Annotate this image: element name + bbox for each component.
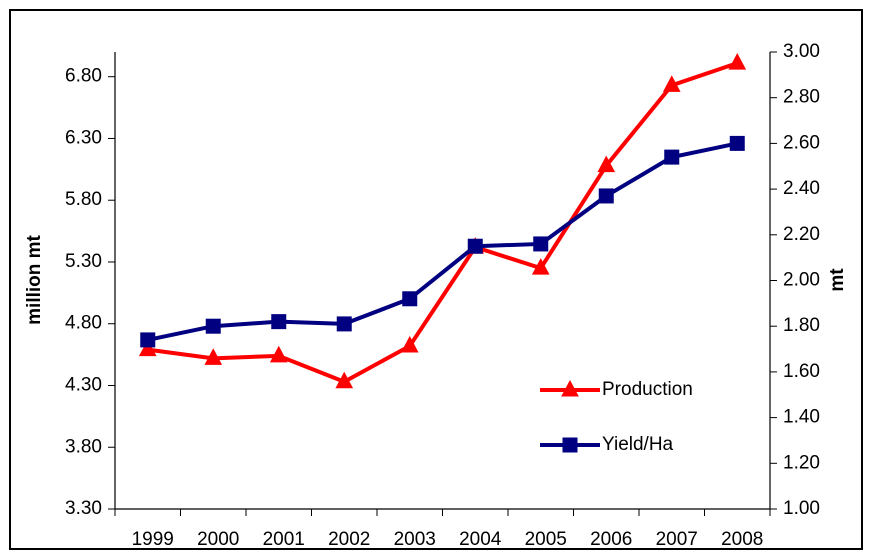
y-tick-label: 5.80 — [65, 189, 102, 210]
series-line — [147, 141, 738, 342]
y2-tick-label: 1.60 — [783, 361, 820, 382]
data-point — [467, 238, 483, 254]
x-tick-label: 2008 — [721, 529, 763, 550]
data-point — [400, 335, 419, 353]
data-point — [531, 258, 550, 275]
y2-tick-label: 2.80 — [783, 87, 820, 108]
y2-tick-label: 2.00 — [783, 270, 820, 291]
y2-tick-label: 1.20 — [783, 452, 820, 473]
data-point — [597, 155, 616, 173]
y2-tick-label: 2.20 — [783, 224, 820, 245]
series-line — [147, 61, 738, 384]
x-tick-label: 2001 — [263, 529, 305, 550]
x-tick-label: 2006 — [590, 529, 632, 550]
x-tick-label: 2002 — [328, 529, 370, 550]
y-tick-label: 6.80 — [65, 66, 102, 87]
data-point — [335, 371, 354, 389]
x-tick-label: 2004 — [459, 529, 502, 550]
data-point — [205, 318, 221, 334]
x-tick-label: 1999 — [132, 529, 174, 550]
y2-tick-label: 3.00 — [783, 41, 820, 62]
y2-tick-label: 1.80 — [783, 315, 820, 336]
data-point — [664, 149, 680, 165]
y2-tick-label: 1.00 — [783, 498, 820, 519]
data-point — [402, 291, 418, 307]
legend-marker — [561, 379, 579, 397]
legend-marker — [562, 437, 578, 453]
data-point — [533, 236, 549, 252]
data-point — [138, 339, 157, 357]
data-point — [140, 332, 156, 348]
legend-label: Production — [602, 379, 693, 400]
data-point — [728, 53, 747, 70]
y-tick-label: 3.30 — [65, 498, 102, 519]
data-point — [204, 348, 223, 365]
y2-tick-label: 2.40 — [783, 178, 820, 199]
data-point — [269, 345, 288, 363]
legend-label: Yield/Ha — [602, 434, 674, 455]
data-point — [662, 75, 681, 92]
y2-axis-title: mt — [827, 268, 848, 292]
y-tick-label: 4.80 — [65, 313, 102, 334]
x-tick-label: 2007 — [656, 529, 698, 550]
x-tick-label: 2003 — [394, 529, 436, 550]
y2-tick-label: 1.40 — [783, 407, 820, 428]
y-tick-label: 3.80 — [65, 436, 102, 457]
y-axis-title: million mt — [24, 234, 45, 324]
y-tick-label: 4.30 — [65, 375, 102, 396]
y-tick-label: 5.30 — [65, 251, 102, 272]
data-point — [271, 314, 287, 330]
x-tick-label: 2000 — [197, 529, 239, 550]
data-point — [336, 316, 352, 332]
data-point — [598, 188, 614, 204]
data-point — [729, 135, 745, 151]
y2-tick-label: 2.60 — [783, 132, 820, 153]
x-tick-label: 2005 — [525, 529, 567, 550]
y-tick-label: 6.30 — [65, 127, 102, 148]
